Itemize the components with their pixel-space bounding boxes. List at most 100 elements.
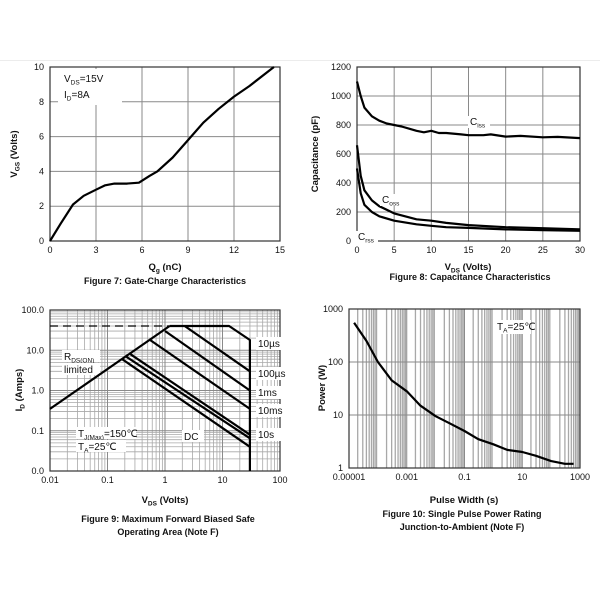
annotation-background [62,350,100,362]
y-axis-label: ID (Amps) [14,369,27,412]
annotation-text: DC [184,432,198,443]
annotation-background [62,363,100,375]
x-tick-label: 0.001 [395,472,418,482]
y-tick-label: 400 [336,178,351,188]
figure-caption: Figure 10: Single Pulse Power Rating [382,509,541,519]
annotation-text: TA=25℃ [497,322,536,335]
annotation-text-part: D [67,96,72,103]
y-axis-label-part: (Amps) [14,369,25,404]
y-tick-label: 0.0 [31,466,44,476]
series-label: Ciss [470,117,486,130]
annotation-text-part: T [78,442,84,453]
x-tick-label: 0 [354,245,359,255]
y-tick-label: 200 [336,207,351,217]
y-tick-label: 1000 [331,91,351,101]
line-label-bg [256,337,282,350]
series-label-part: oss [389,201,400,208]
y-tick-label: 2 [39,201,44,211]
x-axis-label-part: Q [148,262,155,273]
series-label: Crss [358,232,375,245]
figure-caption-line2: Operating Area (Note F) [117,527,218,537]
annotation-text-part: V [64,74,71,85]
annotation-text: TJ(Max)=150℃ [78,429,138,442]
x-axis-label: Qg (nC) [148,262,181,275]
chart-fig8: 0 5 10 15 20 25 30020040060080010001200CissCos… [310,62,585,282]
x-tick-label: 10 [217,475,227,485]
plot-frame [49,66,281,242]
line-label: 100µs [258,369,285,380]
viewer-top-strip [0,0,600,61]
x-tick-label: 10 [426,245,436,255]
series-line-8 [121,358,251,448]
y-tick-label: 600 [336,149,351,159]
series-label-part: C [382,195,389,206]
annotation-background [76,427,136,439]
y-tick-label: 8 [39,97,44,107]
y-tick-label: 10 [333,410,343,420]
y-tick-label: 100.0 [21,305,44,315]
line-label-bg [256,404,282,417]
figure-caption-line2: Junction-to-Ambient (Note F) [400,522,524,532]
series-line-0 [355,81,581,140]
series-line-1 [355,145,581,231]
x-tick-label: 6 [139,245,144,255]
line-label-bg [256,428,282,441]
figure-caption: Figure 7: Gate-Charge Characteristics [84,276,246,286]
x-tick-label: 0 [47,245,52,255]
y-tick-label: 1 [338,463,343,473]
x-tick-label: 1 [162,475,167,485]
y-tick-label: 100 [328,357,343,367]
series-line-0 [49,66,275,242]
x-axis-label-part: DS [451,268,461,275]
y-tick-label: 0 [346,236,351,246]
series-line-0 [49,325,171,410]
annotation-text: ID=8A [64,90,90,103]
x-axis-label-part: Pulse Width (s) [430,495,499,506]
annotation-text-part: A [503,328,508,335]
x-tick-label: 30 [575,245,585,255]
series-line-2 [355,168,581,232]
x-tick-label: 5 [392,245,397,255]
annotation-text-part: R [64,352,71,363]
annotation-text-part: T [78,429,84,440]
x-tick-label: 25 [538,245,548,255]
chart-fig9: 0.01 0.1 1 10 100 0.0 0.1 1.0 10.0 100.0 RDS(ON)li… [14,305,288,537]
y-axis-label-part: I [14,409,25,412]
x-tick-label: 9 [185,245,190,255]
y-tick-label: 1200 [331,62,351,72]
x-axis-label-part: DS [148,501,158,508]
line-label: 1ms [258,388,277,399]
line-label: 10s [258,430,274,441]
annotation-text-part: =15V [80,74,104,85]
x-axis-label-part: (Volts) [157,495,189,506]
annotation-text-part: =25℃ [507,322,535,333]
annotation-text-part: limited [64,365,93,376]
x-axis-label: Pulse Width (s) [430,495,499,506]
figure-caption: Figure 8: Capacitance Characteristics [389,272,550,282]
series-label-part: C [358,232,365,243]
x-axis-label: VDS (Volts) [445,262,492,275]
series-line-4 [164,330,251,392]
annotation-text: RDS(ON) [64,352,94,365]
y-axis-label-part: D [20,404,27,409]
x-tick-label: 0.1 [101,475,114,485]
series-label-bg [380,194,402,206]
x-tick-label: 0.1 [458,472,471,482]
annotation-background [58,69,122,105]
y-axis-label: Power (W) [317,365,328,411]
annotation-text-part: =25℃ [88,442,116,453]
x-axis-label-part: (Volts) [460,262,492,273]
y-axis-label-part: Power (W) [317,365,328,411]
series-line-7 [125,355,251,440]
y-tick-label: 6 [39,132,44,142]
annotation-text-part: =8A [71,90,89,101]
annotation-text: VDS=15V [64,74,104,87]
y-axis-label-part: GS [15,161,22,171]
x-tick-label: 0.01 [41,475,59,485]
series-label-part: rss [365,238,374,245]
y-axis-label-part: Capacitance (pF) [310,116,321,193]
x-axis-label: VDS (Volts) [142,495,189,508]
annotation-text: limited [64,365,93,376]
